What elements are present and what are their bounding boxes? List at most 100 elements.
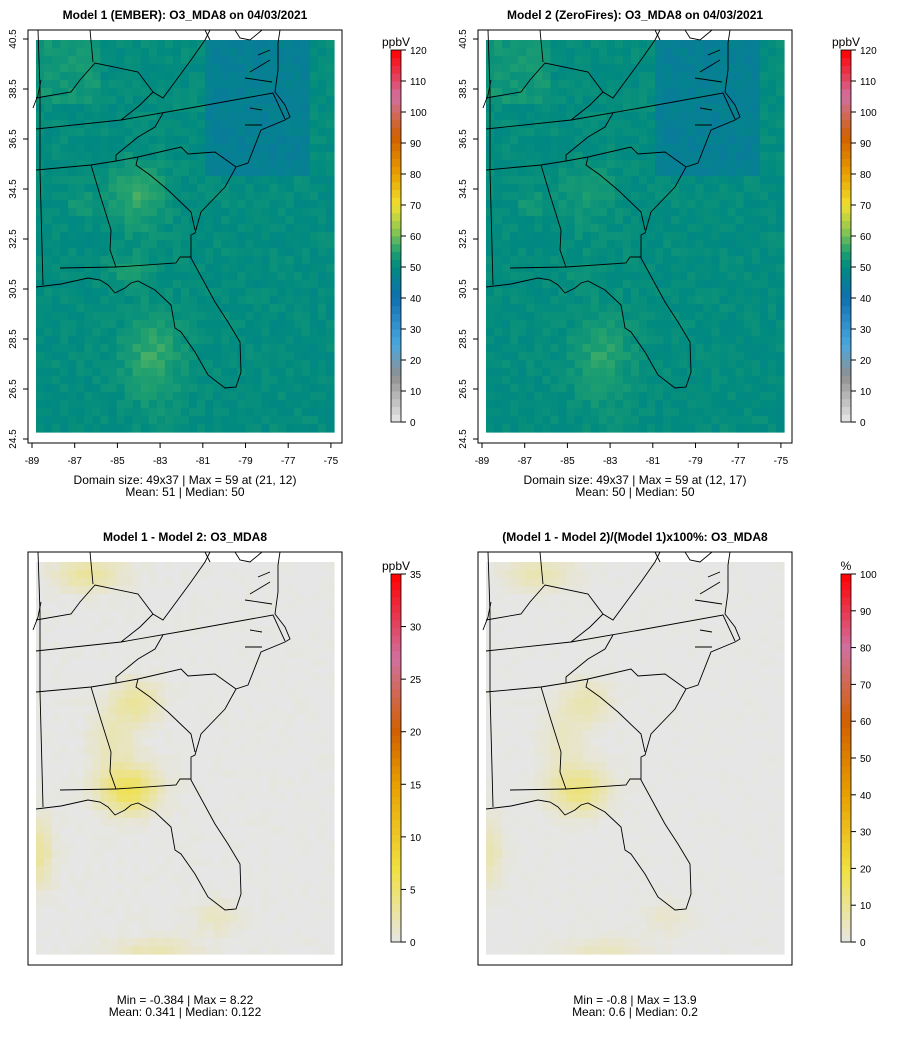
heatmap-cell (743, 40, 753, 49)
colorbar-tick-label: 80 (410, 170, 422, 181)
heatmap-cell (197, 400, 206, 409)
heatmap-cell (542, 416, 552, 425)
heatmap-cell (253, 762, 263, 771)
heatmap-cell (663, 96, 672, 105)
heatmap-cell (148, 658, 158, 667)
heatmap-cell (180, 288, 190, 297)
heatmap-cell (237, 778, 246, 787)
heatmap-cell (44, 562, 53, 571)
heatmap-cell (293, 738, 303, 747)
heatmap-cell (116, 184, 126, 193)
heatmap-cell (92, 336, 102, 345)
heatmap-cell (743, 400, 753, 409)
heatmap-cell (172, 344, 182, 353)
heatmap-cell (285, 48, 295, 57)
heatmap-cell (751, 128, 761, 137)
heatmap-cell (277, 586, 287, 595)
heatmap-cell (526, 304, 535, 313)
heatmap-cell (566, 336, 576, 345)
heatmap-cell (614, 272, 624, 281)
boundary-line (485, 30, 661, 99)
heatmap-cell (317, 650, 327, 659)
heatmap-cell (671, 168, 680, 177)
heatmap-cell (164, 48, 174, 57)
heatmap-cell (36, 208, 45, 217)
heatmap-cell (518, 48, 527, 57)
heatmap-cell (100, 328, 110, 337)
heatmap-cell (293, 714, 303, 723)
heatmap-cell (197, 408, 206, 417)
heatmap-cell (647, 80, 656, 89)
heatmap-cell (148, 104, 158, 113)
heatmap-cell (751, 424, 761, 433)
colorbar-segment (391, 360, 401, 369)
colorbar-segment (391, 150, 401, 159)
heatmap-cell (293, 96, 303, 105)
heatmap-cell (317, 160, 327, 169)
heatmap-cell (189, 272, 198, 281)
heatmap-cell (639, 336, 648, 345)
heatmap-cell (116, 320, 126, 329)
heatmap-cell (494, 104, 503, 113)
heatmap-cell (614, 216, 624, 225)
heatmap-cell (518, 304, 527, 313)
heatmap-cell (108, 192, 118, 201)
heatmap-cell (269, 152, 279, 161)
heatmap-cell (277, 658, 287, 667)
heatmap-cell (140, 88, 150, 97)
heatmap-cell (92, 192, 102, 201)
heatmap-cell (606, 144, 616, 153)
heatmap-cell (671, 400, 680, 409)
y-tick-label: 34.5 (8, 179, 19, 199)
heatmap-cell (695, 64, 705, 73)
heatmap-cell (44, 96, 53, 105)
heatmap-cell (116, 746, 126, 755)
heatmap-cell (237, 714, 246, 723)
heatmap-cell (100, 88, 110, 97)
heatmap-cell (566, 72, 576, 81)
colorbar-segment (841, 282, 851, 291)
heatmap-cell (301, 730, 311, 739)
heatmap-cell (84, 296, 93, 305)
heatmap-cell (293, 336, 303, 345)
heatmap-cell (630, 136, 640, 145)
heatmap-cell (180, 610, 190, 619)
x-tick-label: -75 (774, 456, 789, 467)
heatmap-cell (156, 618, 166, 627)
heatmap-cell (213, 570, 222, 579)
heatmap-cell (108, 376, 118, 385)
heatmap-cell (647, 48, 656, 57)
heatmap-cell (695, 360, 705, 369)
heatmap-cell (44, 352, 53, 361)
heatmap-cell (301, 208, 311, 217)
heatmap-cell (245, 714, 255, 723)
heatmap-cell (695, 216, 705, 225)
heatmap-cell (510, 256, 519, 265)
colorbar-segment (391, 298, 401, 307)
heatmap-cell (526, 232, 535, 241)
heatmap-cell (759, 376, 769, 385)
heatmap-cell (60, 586, 69, 595)
heatmap-cell (711, 40, 721, 49)
heatmap-cell (317, 698, 327, 707)
heatmap-cell (164, 72, 174, 81)
heatmap-cell (598, 136, 608, 145)
heatmap-cell (84, 96, 93, 105)
heatmap-cell (711, 320, 721, 329)
heatmap-cell (309, 48, 319, 57)
heatmap-cell (614, 392, 624, 401)
heatmap-cell (719, 128, 729, 137)
y-tick-label: 40.5 (8, 29, 19, 49)
heatmap-cell (325, 586, 335, 595)
heatmap-cell (148, 642, 158, 651)
heatmap-cell (622, 160, 632, 169)
heatmap-cell (245, 312, 255, 321)
heatmap-cell (309, 384, 319, 393)
heatmap-cell (261, 176, 271, 185)
heatmap-cell (317, 304, 327, 313)
heatmap-cell (325, 152, 335, 161)
heatmap-cell (301, 754, 311, 763)
heatmap-cell (510, 248, 519, 257)
heatmap-cell (164, 256, 174, 265)
